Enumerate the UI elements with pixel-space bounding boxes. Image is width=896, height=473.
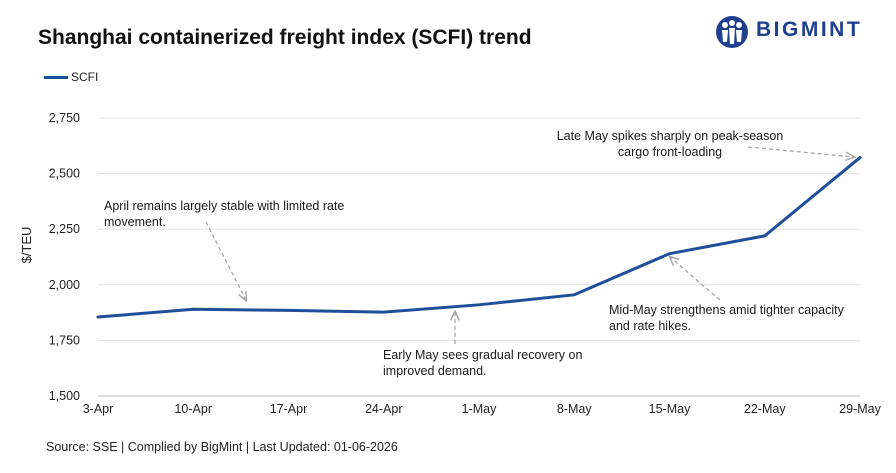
legend-label: SCFI	[71, 70, 99, 84]
legend: SCFI	[44, 69, 98, 85]
x-tick-label: 3-Apr	[83, 402, 114, 416]
x-tick-label: 1-May	[462, 402, 497, 416]
annotation-arrows	[205, 146, 854, 344]
data-point	[382, 310, 385, 314]
y-tick-label: 2,250	[49, 222, 80, 236]
data-point	[96, 315, 100, 319]
y-tick-label: 2,750	[49, 111, 80, 125]
bigmint-logo-icon	[716, 16, 748, 48]
annotation-arrow	[747, 146, 854, 157]
legend-swatch	[44, 75, 68, 79]
data-point	[192, 308, 195, 311]
data-point	[763, 234, 766, 238]
annotation-april: April remains largely stable with limite…	[104, 199, 345, 229]
x-tick-label: 29-May	[839, 402, 881, 416]
source-note: Source: SSE | Complied by BigMint | Last…	[46, 440, 398, 454]
data-point	[858, 156, 862, 159]
bigmint-logo: BIGMINT	[712, 14, 892, 50]
y-tick-labels: 1,500 1,750 2,000 2,250 2,500 2,750	[49, 111, 80, 403]
annotation-late-may: Late May spikes sharply on peak-season c…	[556, 129, 784, 159]
data-point	[573, 293, 576, 297]
annotation-arrow	[670, 257, 721, 301]
annotation-arrow	[205, 221, 246, 300]
data-point	[287, 309, 290, 312]
data-point	[477, 303, 481, 307]
x-tick-label: 17-Apr	[270, 402, 308, 416]
series-layer	[96, 156, 862, 319]
gridlines	[98, 117, 860, 341]
annotation-early-may: Early May sees gradual recovery on impro…	[383, 348, 583, 378]
x-tick-label: 22-May	[744, 402, 786, 416]
logo-text: BIGMINT	[756, 18, 863, 41]
x-tick-label: 8-May	[557, 402, 592, 416]
x-tick-label: 10-Apr	[174, 402, 212, 416]
y-axis-label: $/TEU	[19, 227, 34, 264]
data-point	[668, 252, 671, 255]
annotation-mid-may: Mid-May strengthens amid tighter capacit…	[609, 303, 844, 333]
x-tick-label: 24-Apr	[365, 402, 403, 416]
y-tick-label: 1,750	[49, 333, 80, 347]
series-line-scfi	[96, 156, 862, 319]
y-tick-label: 1,500	[49, 389, 80, 403]
y-tick-label: 2,000	[49, 278, 80, 292]
x-tick-label: 15-May	[649, 402, 691, 416]
x-tick-labels: 3-Apr 10-Apr 17-Apr 24-Apr 1-May 8-May 15-May 2…	[83, 402, 882, 416]
y-tick-label: 2,500	[49, 167, 80, 181]
chart-title: Shanghai containerized freight index (SC…	[38, 26, 532, 49]
